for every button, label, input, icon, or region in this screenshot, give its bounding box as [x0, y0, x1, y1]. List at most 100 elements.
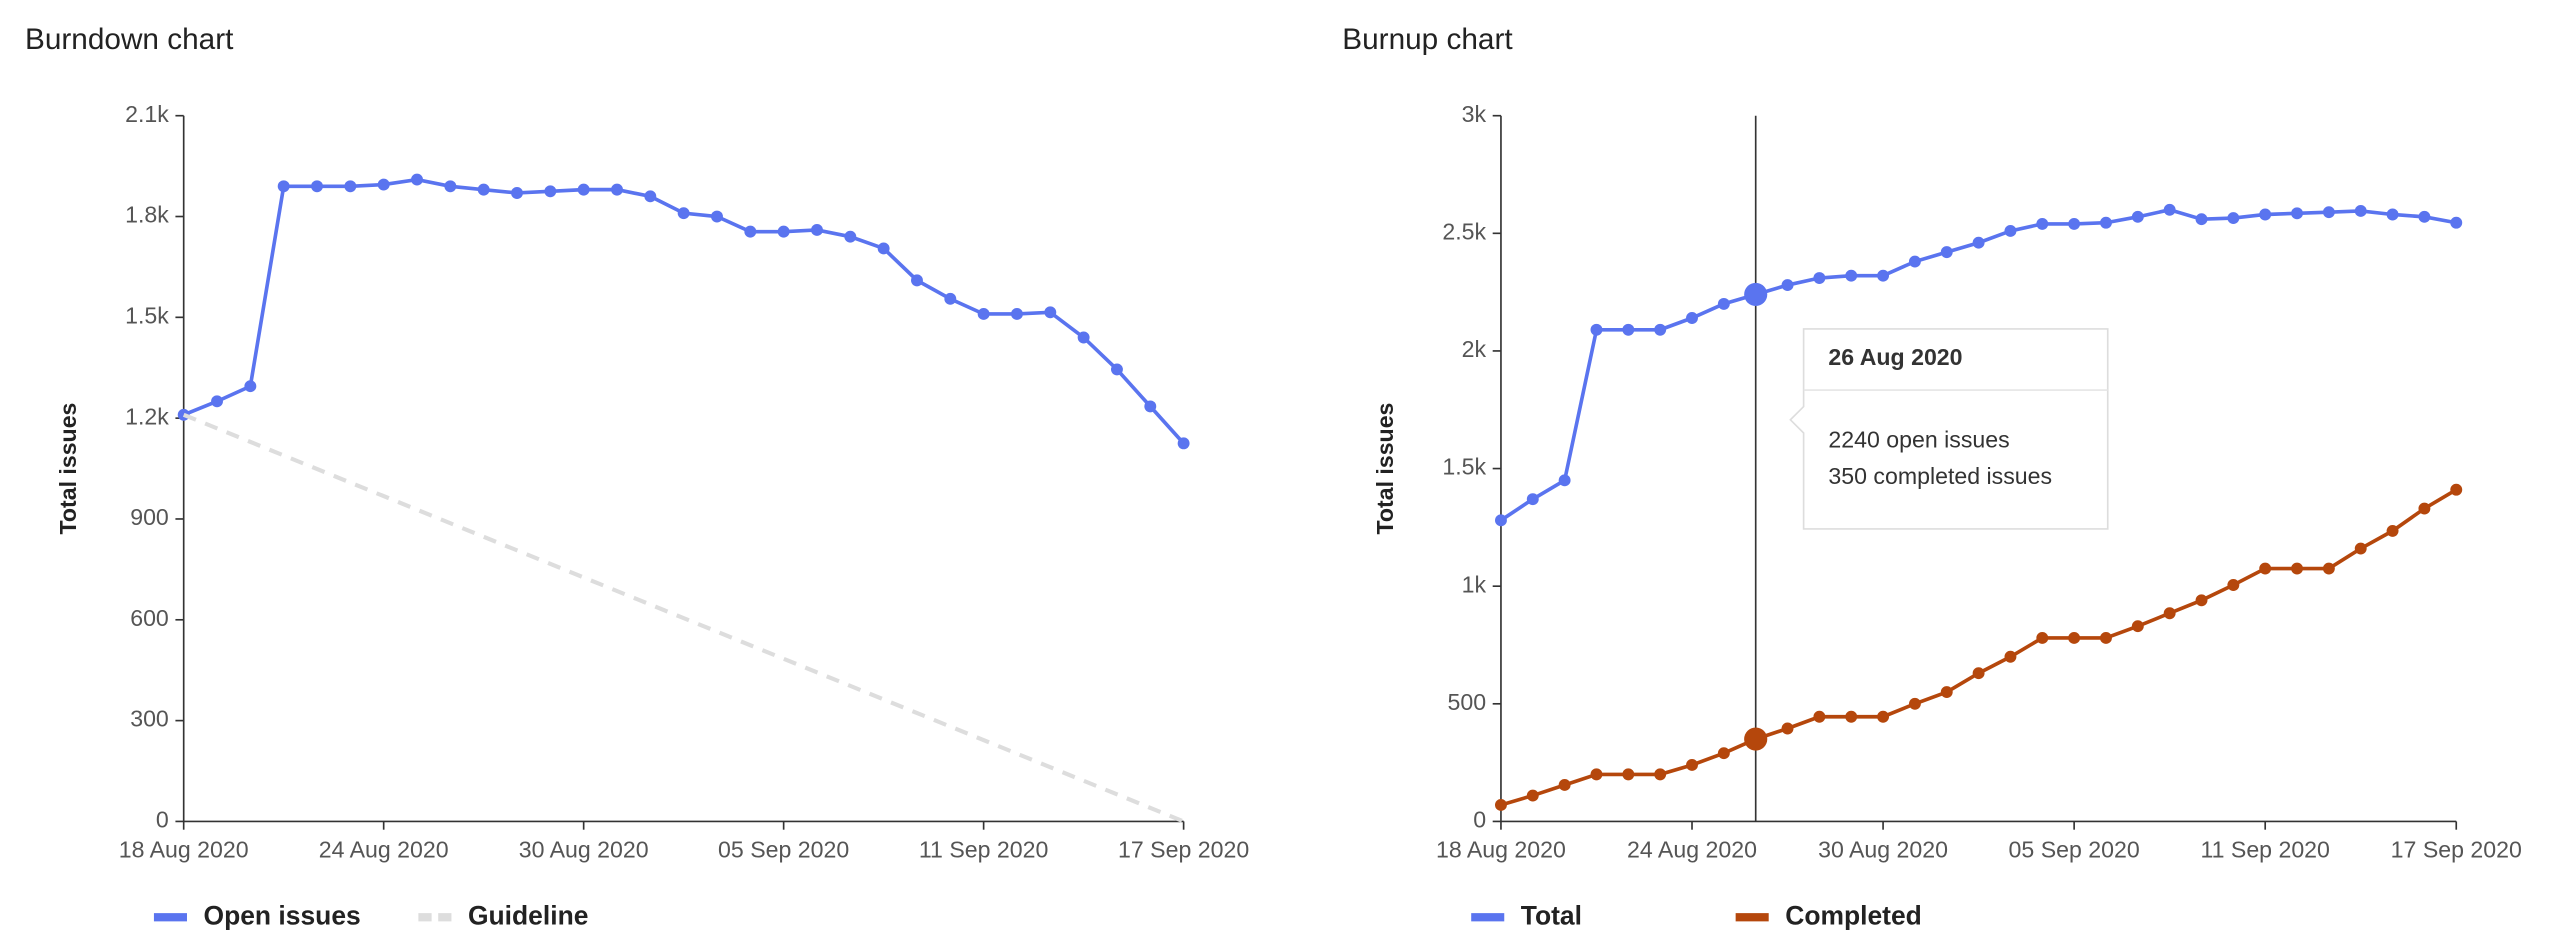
tooltip-box [1789, 328, 2109, 530]
data-point [1877, 269, 1890, 282]
data-point [944, 292, 957, 305]
data-point [2100, 216, 2112, 229]
x-tick-label: 11 Sep 2020 [2200, 836, 2329, 862]
data-point [744, 225, 757, 238]
data-point [1717, 297, 1730, 310]
data-point [2450, 216, 2463, 229]
data-point [1781, 722, 1794, 735]
data-point [2068, 217, 2081, 230]
data-point [811, 224, 823, 236]
data-point [1622, 768, 1635, 781]
chart-title: Burnup chart [1342, 23, 1513, 56]
data-point [2418, 502, 2431, 515]
y-tick-label: 500 [1447, 689, 1486, 715]
data-point [644, 190, 657, 203]
data-point [244, 380, 257, 393]
x-tick-label: 17 Sep 2020 [2391, 836, 2522, 862]
data-point [2259, 208, 2272, 221]
legend-label: Open issues [204, 900, 361, 930]
data-point [1044, 306, 1057, 319]
y-tick-label: 0 [156, 807, 169, 833]
y-tick-label: 900 [130, 504, 169, 530]
y-tick-label: 600 [130, 605, 169, 631]
tooltip-line: 2240 open issues [1828, 426, 2009, 452]
data-point [2354, 205, 2367, 217]
data-point [1717, 747, 1730, 760]
data-point [2036, 217, 2049, 230]
data-point [1622, 323, 1635, 336]
y-tick-label: 0 [1473, 807, 1486, 833]
data-point [2322, 206, 2335, 219]
data-point [2322, 562, 2335, 575]
data-point [1972, 667, 1985, 680]
data-point [1590, 323, 1603, 336]
data-point [2100, 631, 2112, 644]
y-tick-label: 1.2k [125, 403, 169, 429]
data-point [777, 225, 790, 238]
data-point [2036, 631, 2049, 644]
data-point [1558, 779, 1571, 791]
data-point [377, 178, 390, 191]
data-point [1686, 312, 1698, 324]
data-point [844, 230, 857, 243]
data-point [1972, 236, 1985, 249]
data-point [1813, 710, 1826, 723]
tooltip: 26 Aug 2020 2240 open issues 350 completed… [1789, 328, 2109, 530]
data-point [2418, 210, 2431, 223]
data-point [511, 187, 523, 199]
legend-label: Guideline [468, 900, 588, 930]
data-point [2068, 631, 2081, 644]
y-tick-label: 1.5k [125, 302, 169, 328]
y-axis-label: Total issues [1372, 403, 1398, 535]
data-point [2163, 607, 2176, 620]
x-tick-label: 05 Sep 2020 [718, 836, 849, 862]
data-point [444, 180, 457, 193]
x-tick-label: 17 Sep 2020 [1118, 836, 1249, 862]
x-tick-label: 24 Aug 2020 [319, 836, 449, 862]
data-point [577, 183, 590, 196]
x-tick-label: 18 Aug 2020 [119, 836, 249, 862]
data-point [911, 274, 923, 287]
data-point [1686, 759, 1698, 771]
data-point [1940, 246, 1953, 259]
data-point [1845, 269, 1858, 282]
x-tick-label: 24 Aug 2020 [1627, 836, 1757, 862]
data-point [1654, 768, 1667, 781]
y-tick-label: 1k [1462, 571, 1487, 597]
data-point [2291, 562, 2303, 575]
data-point [1813, 272, 1826, 284]
y-tick-label: 2.1k [125, 101, 169, 127]
data-point [2004, 225, 2017, 237]
x-tick-label: 05 Sep 2020 [2009, 836, 2140, 862]
x-tick-label: 18 Aug 2020 [1436, 836, 1566, 862]
data-point [2163, 203, 2176, 216]
data-point [2227, 579, 2240, 591]
data-point [544, 185, 557, 198]
data-point [1177, 437, 1190, 450]
data-point [311, 180, 323, 193]
data-point [2004, 650, 2017, 663]
data-point [411, 173, 423, 186]
data-point [2354, 542, 2367, 555]
data-point [2131, 210, 2144, 223]
data-point [2227, 212, 2240, 224]
data-point [1144, 400, 1157, 413]
legend-label: Completed [1785, 900, 1922, 930]
tooltip-line: 350 completed issues [1828, 463, 2052, 489]
y-tick-label: 1.5k [1442, 454, 1486, 480]
data-point [611, 183, 623, 196]
y-axis-label: Total issues [55, 403, 81, 535]
data-point [977, 308, 990, 320]
y-tick-label: 300 [130, 706, 169, 732]
x-tick-label: 30 Aug 2020 [1818, 836, 1948, 862]
data-point [2291, 207, 2303, 220]
legend-label: Total [1521, 900, 1582, 930]
data-point [211, 395, 223, 408]
data-point [1526, 493, 1539, 506]
data-point [1590, 768, 1603, 781]
data-point [1908, 255, 1921, 268]
data-point [1845, 710, 1858, 723]
tooltip-title: 26 Aug 2020 [1828, 344, 1962, 370]
